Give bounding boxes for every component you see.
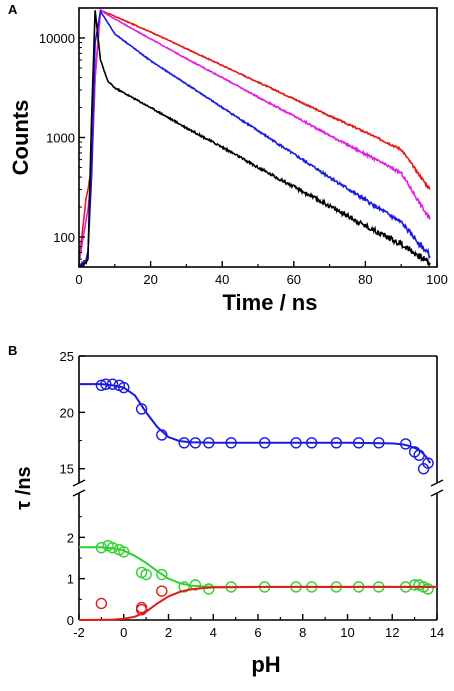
panel-b-xtick-label: 10 (340, 625, 354, 640)
panel-a-xtick-label: 40 (215, 272, 229, 287)
panel-b-xtick-label: 2 (165, 625, 172, 640)
panel-a-xtick-label: 100 (426, 272, 448, 287)
panel-b-xtick-label: 8 (299, 625, 306, 640)
panel-b-xtick-label: 4 (210, 625, 217, 640)
panel-a-xtick-label: 20 (143, 272, 157, 287)
panel-a-xtick-label: 80 (358, 272, 372, 287)
panel-a-plot: 0 20 40 60 80 100 100 1000 10000 Time / ns Counts (8, 7, 448, 315)
panel-a-series-3 (79, 10, 431, 267)
panel-b-point-0 (156, 429, 168, 441)
panel-a-xtick-label: 0 (75, 272, 82, 287)
panel-b-point-0 (259, 437, 271, 449)
panel-b-fit-line-2 (78, 585, 437, 621)
panel-b-break-mark (72, 489, 86, 497)
panel-b-point-0 (203, 437, 215, 449)
panel-b-point-0 (330, 437, 343, 449)
panel-a-ytick-label: 100 (53, 230, 75, 245)
panel-a-xlabel: Time / ns (223, 290, 318, 315)
panel-b-ytick-label: 25 (60, 349, 74, 364)
panel-b-point-0 (399, 438, 412, 450)
panel-b-point-0 (306, 437, 318, 449)
panel-b-ytick-label: 2 (67, 530, 74, 545)
panel-b-point-0 (189, 437, 202, 449)
panel-b-point-1 (95, 541, 108, 554)
panel-b-fit-line-1 (79, 546, 437, 588)
panel-b-xtick-label: 14 (430, 625, 444, 640)
panel-b-point-2 (95, 597, 108, 610)
panel-b-point-1 (422, 583, 434, 595)
panel-b-point-0 (225, 437, 237, 449)
panel-b-point-0 (135, 403, 148, 415)
panel-b-xtick-label: 0 (120, 625, 127, 640)
panel-b-break-mark (72, 479, 86, 487)
panel-b-xtick-label: 12 (385, 625, 399, 640)
panel-b-point-0 (95, 379, 108, 392)
panel-b-point-0 (106, 378, 119, 390)
panel-b-point-0 (352, 437, 365, 449)
panel-b-ytick-label: 1 (67, 572, 74, 587)
panel-b-point-1 (203, 583, 215, 595)
panel-b-xtick-label: -2 (73, 625, 85, 640)
panel-b-point-0 (100, 378, 112, 390)
panel-b-point-1 (140, 568, 152, 581)
panel-b-ytick-label: 0 (67, 613, 74, 628)
panel-b-xtick-label: 6 (254, 625, 261, 640)
panel-b-ylabel: τ /ns (13, 466, 35, 509)
panel-b-point-0 (178, 437, 190, 449)
panel-a-ylabel: Counts (8, 100, 33, 176)
panel-b-point-1 (106, 541, 119, 554)
panel-b-break-mark (430, 489, 444, 497)
panel-b-point-0 (413, 449, 425, 461)
panel-b-point-0 (373, 437, 385, 449)
panel-b-label: B (8, 343, 17, 358)
panel-b-point-0 (290, 437, 302, 449)
panel-b-point-1 (178, 581, 190, 593)
panel-b-point-1 (156, 568, 168, 581)
panel-b-ytick-label: 15 (60, 462, 74, 477)
panel-a-ytick-label: 1000 (46, 131, 75, 146)
panel-b-xlabel: pH (251, 652, 280, 677)
panel-a-series-0 (79, 9, 431, 263)
panel-b-point-2 (156, 585, 168, 597)
panel-a-xtick-label: 60 (287, 272, 301, 287)
panel-a-series-1 (79, 8, 431, 263)
panel-a-ytick-label: 10000 (39, 31, 75, 46)
panel-b-point-0 (118, 381, 130, 394)
panel-b-point-1 (118, 546, 130, 558)
panel-b-break-mark (430, 479, 444, 487)
panel-a-label: A (8, 2, 18, 17)
panel-b-fit-line-0 (79, 383, 432, 464)
panel-a-series-2 (79, 9, 431, 267)
panel-b-point-0 (422, 457, 434, 469)
panel-b-point-2 (135, 603, 148, 616)
panel-b-ytick-label: 20 (60, 405, 74, 420)
